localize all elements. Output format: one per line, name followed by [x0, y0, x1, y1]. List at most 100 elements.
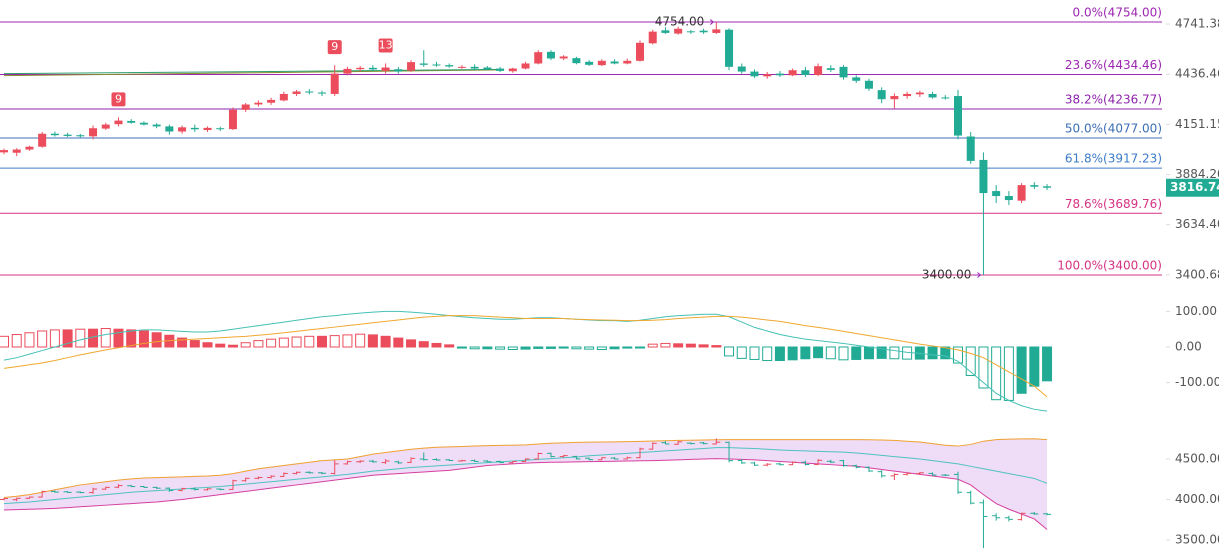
candle-body	[139, 122, 148, 125]
moving-average	[3, 69, 501, 77]
candle-body	[203, 127, 212, 131]
candle-body	[648, 31, 657, 44]
macd-bar	[787, 346, 798, 361]
moving-average	[3, 68, 501, 75]
macd-bar	[469, 346, 480, 350]
candle-body	[686, 31, 695, 33]
macd-bar	[444, 344, 455, 348]
macd-bar	[991, 346, 1002, 401]
candle-body	[534, 52, 543, 64]
macd-bar	[571, 346, 582, 350]
candle-body	[636, 42, 644, 61]
macd-bar	[393, 337, 404, 348]
y-tick-label: 4436.46	[1175, 67, 1219, 81]
candle-body	[394, 69, 403, 72]
y-tick-label: -100.00	[1175, 375, 1219, 389]
candle-body	[216, 128, 225, 130]
candle-body	[76, 135, 85, 137]
candle-body	[1043, 186, 1052, 188]
macd-bar	[838, 346, 849, 361]
candle-body	[1017, 185, 1026, 201]
macd-bar	[724, 346, 735, 357]
candle-body	[445, 65, 454, 67]
y-tick-label: 3634.40	[1175, 217, 1219, 231]
candle-body	[0, 150, 8, 153]
macd-bar	[876, 346, 887, 359]
y-tick-label: 4500.00	[1175, 452, 1219, 466]
macd-bar	[227, 344, 238, 348]
last-price-tag	[1166, 178, 1219, 197]
macd-bar	[215, 343, 226, 348]
macd-bar	[329, 335, 340, 348]
candle-body	[419, 63, 428, 65]
macd-bar	[317, 335, 327, 348]
candle-body	[941, 97, 950, 99]
macd-bar	[49, 329, 60, 348]
macd-bar	[520, 346, 531, 350]
candle-body	[572, 58, 581, 64]
macd-bar	[851, 346, 862, 360]
band-fill	[4, 438, 1048, 530]
candle-body	[864, 80, 873, 89]
macd-bar	[456, 346, 467, 349]
candle-body	[814, 66, 823, 75]
candle-body	[127, 120, 136, 123]
candle-body	[610, 61, 619, 64]
candle-body	[368, 67, 377, 70]
macd-bar	[774, 346, 785, 362]
macd-bar	[685, 343, 696, 348]
candle-body	[343, 68, 352, 74]
candle-body	[89, 128, 98, 137]
candle-body	[279, 93, 288, 101]
candle-body	[483, 67, 492, 70]
macd-bar	[418, 341, 429, 348]
candle-body	[699, 30, 708, 33]
macd-bar	[978, 346, 989, 389]
macd-bar	[889, 346, 900, 360]
macd-bar	[533, 346, 544, 349]
candle-body	[63, 134, 72, 136]
macd-bar	[762, 346, 773, 362]
macd-line	[3, 315, 1048, 398]
candle-body	[826, 68, 835, 70]
macd-bar	[622, 346, 633, 349]
macd-bar	[736, 346, 747, 359]
signal-tag	[327, 40, 342, 55]
macd-bar	[431, 342, 442, 348]
macd-bar	[545, 346, 556, 349]
signal-label: 9	[331, 40, 338, 53]
candle-body	[801, 70, 810, 75]
high-annotation-arrow	[706, 19, 715, 25]
candle-body	[546, 51, 555, 59]
band-line	[3, 438, 1048, 498]
macd-bar	[940, 346, 951, 360]
candle-body	[839, 66, 848, 78]
candle-body	[330, 73, 339, 94]
y-tick-label: 3884.20	[1175, 167, 1219, 181]
macd-bar	[647, 343, 658, 348]
macd-bar	[1042, 346, 1053, 382]
macd-bar	[342, 334, 353, 348]
candle-body	[1030, 185, 1039, 187]
macd-bar	[291, 336, 302, 348]
macd-bar	[37, 330, 48, 348]
macd-bar	[126, 329, 137, 348]
macd-bar	[673, 343, 684, 348]
signal-label: 9	[115, 92, 122, 105]
signal-label: 13	[379, 38, 393, 51]
candle-body	[750, 71, 759, 77]
y-tick-label: 4151.15	[1175, 117, 1219, 131]
macd-bar	[1029, 346, 1040, 387]
macd-bar	[482, 346, 493, 350]
macd-bar	[749, 346, 760, 360]
candle-body	[496, 68, 505, 71]
fib-label: 61.8%(3917.23)	[1065, 152, 1162, 166]
y-tick-label: 3500.00	[1175, 533, 1219, 547]
candle-body	[928, 93, 937, 98]
candle-body	[38, 133, 47, 147]
macd-bar	[240, 342, 251, 348]
macd-bar	[355, 333, 366, 348]
candle-body	[763, 74, 772, 77]
candle-body	[1004, 196, 1013, 201]
candle-body	[712, 29, 721, 33]
